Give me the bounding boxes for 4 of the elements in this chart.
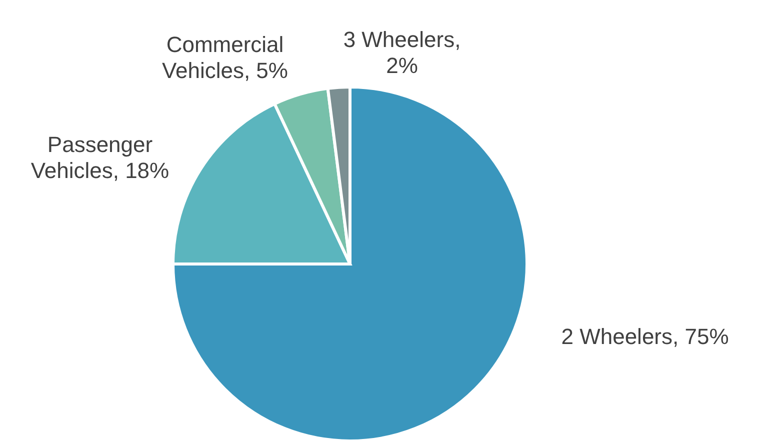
slice-label: 3 Wheelers, 2%: [343, 27, 461, 78]
slice-label: Passenger Vehicles, 18%: [30, 132, 170, 183]
slice-label: 2 Wheelers, 75%: [561, 324, 729, 349]
slice-label: Commercial Vehicles, 5%: [162, 32, 288, 83]
